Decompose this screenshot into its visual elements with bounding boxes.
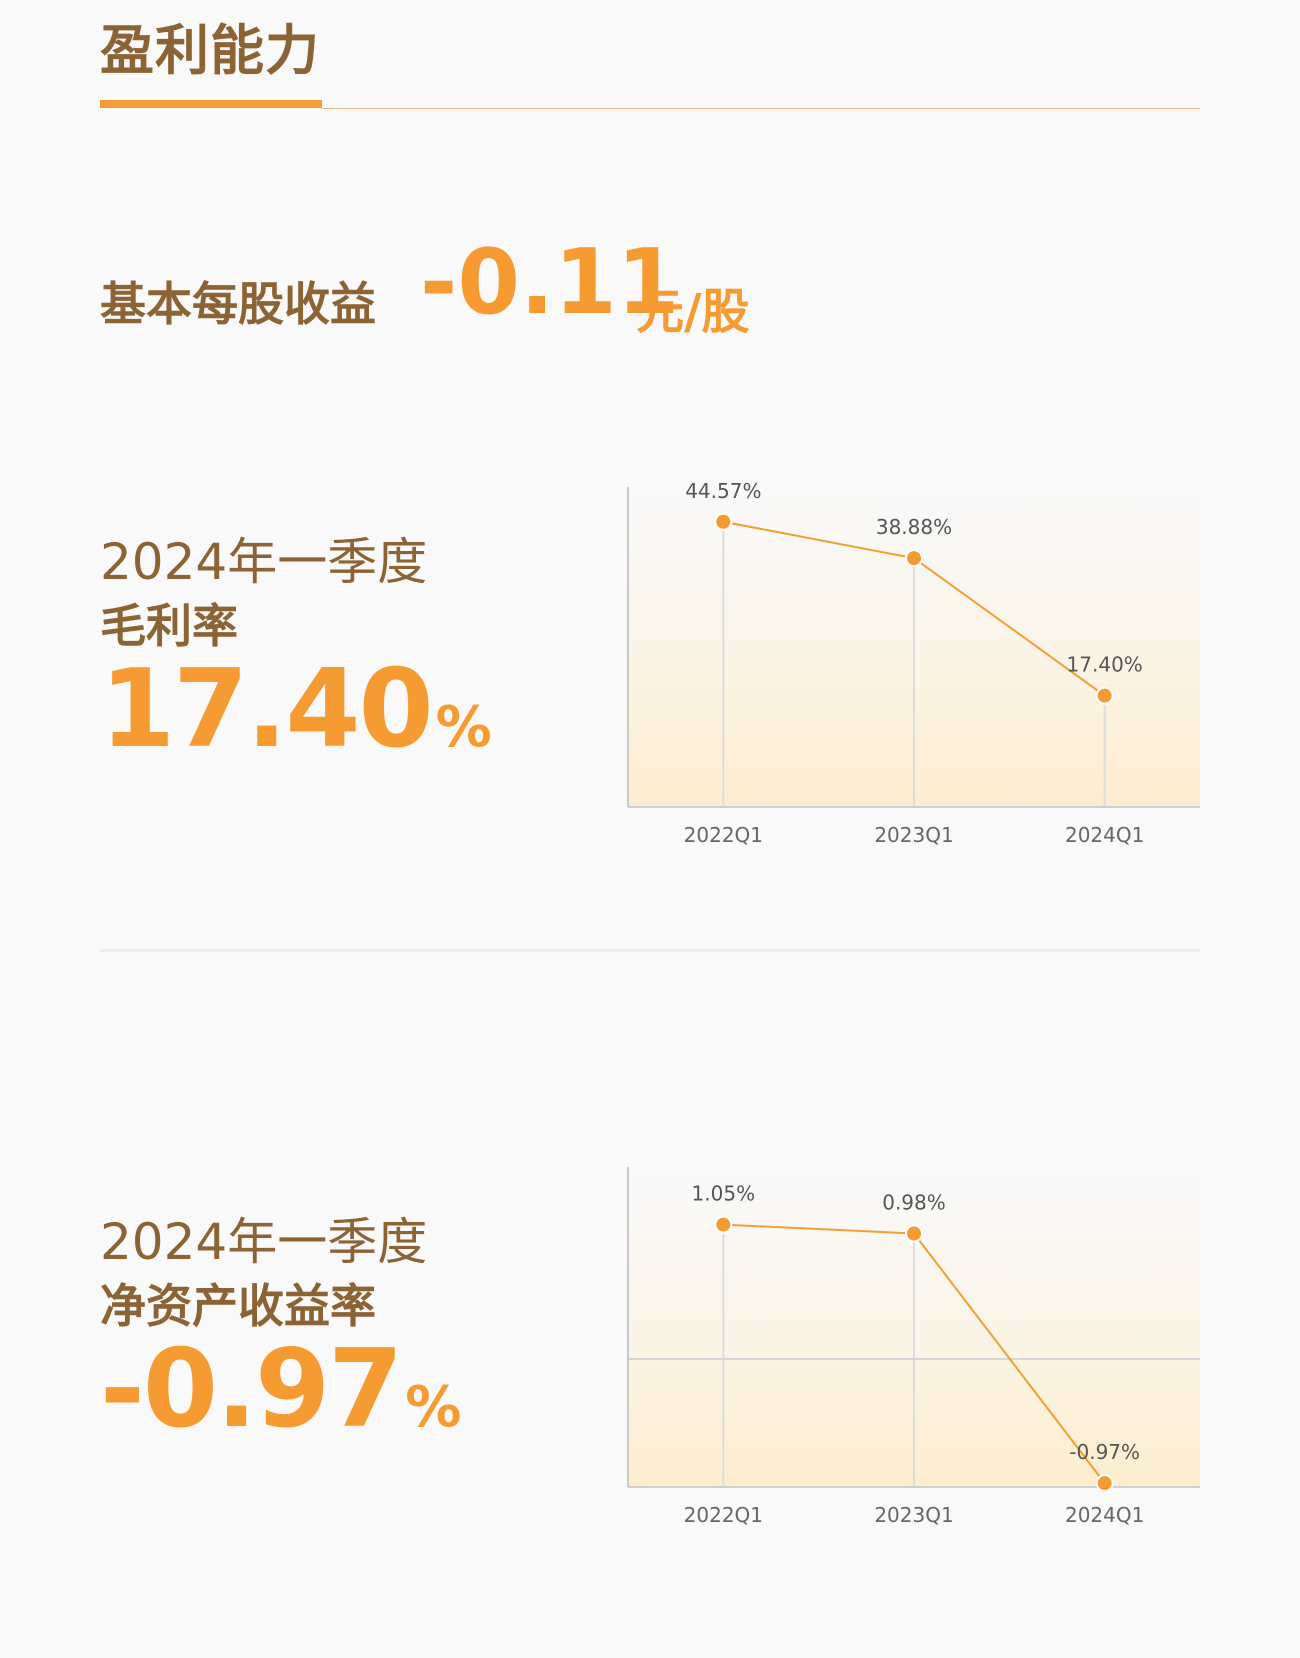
eps-label: 基本每股收益 — [100, 277, 376, 331]
data-point — [714, 512, 733, 531]
roe-unit: % — [405, 1375, 462, 1440]
eps-value: -0.11 — [420, 230, 680, 335]
data-label: -0.97% — [1069, 1440, 1140, 1464]
data-label: 17.40% — [1067, 653, 1143, 677]
gross-margin-period: 2024年一季度 — [100, 533, 428, 591]
data-label: 38.88% — [876, 515, 952, 539]
data-point — [1095, 1474, 1114, 1493]
x-tick-label: 2023Q1 — [874, 823, 953, 847]
x-tick-label: 2024Q1 — [1065, 823, 1144, 847]
roe-period: 2024年一季度 — [100, 1213, 428, 1271]
gross-margin-number: 17.40 — [100, 647, 434, 772]
roe-value: -0.97% — [100, 1336, 461, 1444]
gross-margin-value: 17.40% — [100, 656, 492, 764]
x-tick-label: 2023Q1 — [874, 1503, 953, 1527]
gross-margin-unit: % — [435, 695, 492, 760]
data-point — [905, 1224, 923, 1243]
x-tick-label: 2024Q1 — [1065, 1503, 1144, 1527]
page-title: 盈利能力 — [100, 19, 320, 82]
roe-name: 净资产收益率 — [100, 1279, 376, 1333]
x-tick-label: 2022Q1 — [684, 823, 763, 847]
eps-unit: 元/股 — [636, 284, 750, 340]
roe-number: -0.97 — [100, 1327, 403, 1452]
data-point — [714, 1215, 733, 1234]
title-rule — [322, 108, 1200, 109]
data-label: 44.57% — [685, 479, 761, 503]
x-tick-label: 2022Q1 — [684, 1503, 763, 1527]
data-point — [1095, 686, 1114, 705]
title-accent-bar — [100, 100, 322, 108]
gross-margin-name: 毛利率 — [100, 599, 238, 653]
data-point — [905, 549, 923, 568]
data-label: 1.05% — [692, 1182, 756, 1206]
data-label: 0.98% — [882, 1191, 946, 1215]
section-divider — [100, 949, 1200, 952]
